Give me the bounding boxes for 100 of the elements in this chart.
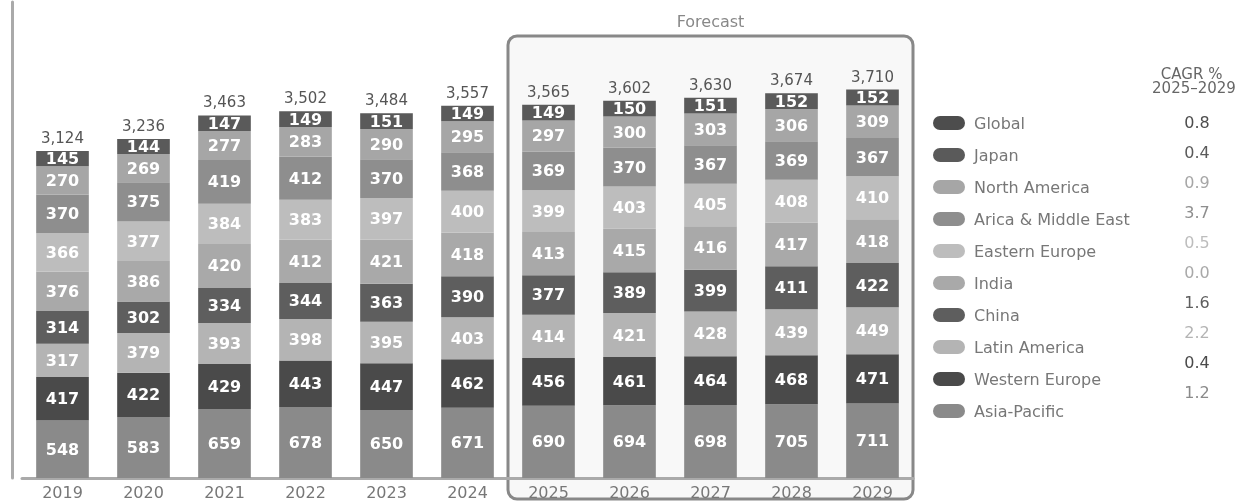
data-label: 150 [612,99,647,119]
bar [765,355,818,405]
bar [36,376,89,421]
x-tick-label: 2024 [447,482,488,502]
data-label: 678 [288,433,323,452]
bar [198,159,251,204]
data-label: 370 [45,204,80,224]
bar [765,404,818,478]
data-label: 317 [45,350,80,370]
data-label: 370 [612,157,647,177]
data-label: 412 [288,251,323,271]
bar [846,403,899,478]
data-label: 270 [45,170,80,190]
bar [198,408,251,478]
x-tick-label: 2023 [366,482,407,502]
legend-label: Eastern Europe [974,241,1097,261]
data-label: 456 [531,372,566,392]
x-tick-label: 2029 [852,482,893,502]
total-label: 3,502 [284,89,327,108]
data-label: 403 [612,198,647,218]
bar [360,409,413,478]
bar [603,312,656,358]
data-label: 306 [774,115,809,135]
x-tick-label: 2027 [690,482,731,502]
data-label: 397 [369,209,404,229]
bar [441,407,494,478]
data-label: 400 [450,202,485,222]
total-label: 3,463 [203,93,246,112]
data-label: 422 [126,385,161,405]
data-label: 421 [612,325,647,345]
total-label: 3,236 [122,117,165,136]
text: 1.2 [1184,382,1210,402]
data-label: 297 [531,126,566,146]
data-label: 344 [288,291,323,311]
data-label: 414 [531,326,566,346]
data-label: 464 [693,371,728,391]
data-label: 690 [531,432,566,452]
data-label: 419 [207,172,242,192]
text: 0.5 [1184,232,1210,252]
data-label: 369 [774,150,809,170]
data-label: 149 [450,103,485,123]
data-label: 449 [855,321,890,341]
data-label: 711 [855,431,890,451]
x-tick-label: 2025 [528,482,569,502]
data-label: 383 [288,210,323,230]
data-label: 705 [774,431,809,451]
data-label: 390 [450,287,485,307]
bar [360,239,413,284]
data-label: 694 [612,432,647,452]
data-label: 370 [369,169,404,189]
data-label: 367 [693,155,728,175]
bar [117,182,170,222]
legend-label: Global [974,113,1026,133]
data-label: 375 [126,192,161,212]
data-label: 367 [855,147,890,167]
x-tick-label: 2020 [123,482,164,502]
data-label: 462 [450,374,485,394]
data-label: 152 [855,88,890,108]
bar [846,307,899,355]
data-label: 671 [450,433,485,453]
data-label: 418 [855,231,890,251]
data-label: 151 [369,111,404,131]
data-label: 269 [126,158,161,178]
data-label: 398 [288,330,323,350]
text: 0.9 [1184,172,1210,192]
data-label: 302 [126,307,161,327]
total-label: 3,565 [527,82,570,101]
data-label: 413 [531,244,566,264]
legend-label: Arica & Middle East [974,209,1130,229]
data-label: 417 [45,389,80,409]
bar [846,219,899,264]
data-label: 149 [288,109,323,129]
data-label: 439 [774,322,809,342]
data-label: 410 [855,188,890,208]
data-label: 303 [693,119,728,139]
data-label: 418 [450,244,485,264]
data-label: 368 [450,161,485,181]
data-label: 471 [855,369,890,389]
data-label: 151 [693,96,728,116]
data-label: 468 [774,370,809,390]
data-label: 411 [774,278,809,298]
data-label: 334 [207,295,242,315]
band-label: Forecast [676,11,745,31]
data-label: 152 [774,91,809,111]
data-label: 659 [207,434,242,453]
text: 1.6 [1184,292,1210,312]
data-label: 428 [693,324,728,344]
data-label: 384 [207,214,242,234]
data-label: 583 [126,437,161,457]
bar [441,359,494,408]
x-tick-label: 2026 [609,482,650,502]
data-label: 408 [774,191,809,211]
data-label: 290 [369,134,404,154]
data-label: 366 [45,242,80,262]
bar [684,356,737,405]
data-label: 548 [45,439,80,459]
bar [846,354,899,404]
text: 3.7 [1184,202,1210,222]
bar [684,226,737,270]
data-label: 698 [693,431,728,451]
